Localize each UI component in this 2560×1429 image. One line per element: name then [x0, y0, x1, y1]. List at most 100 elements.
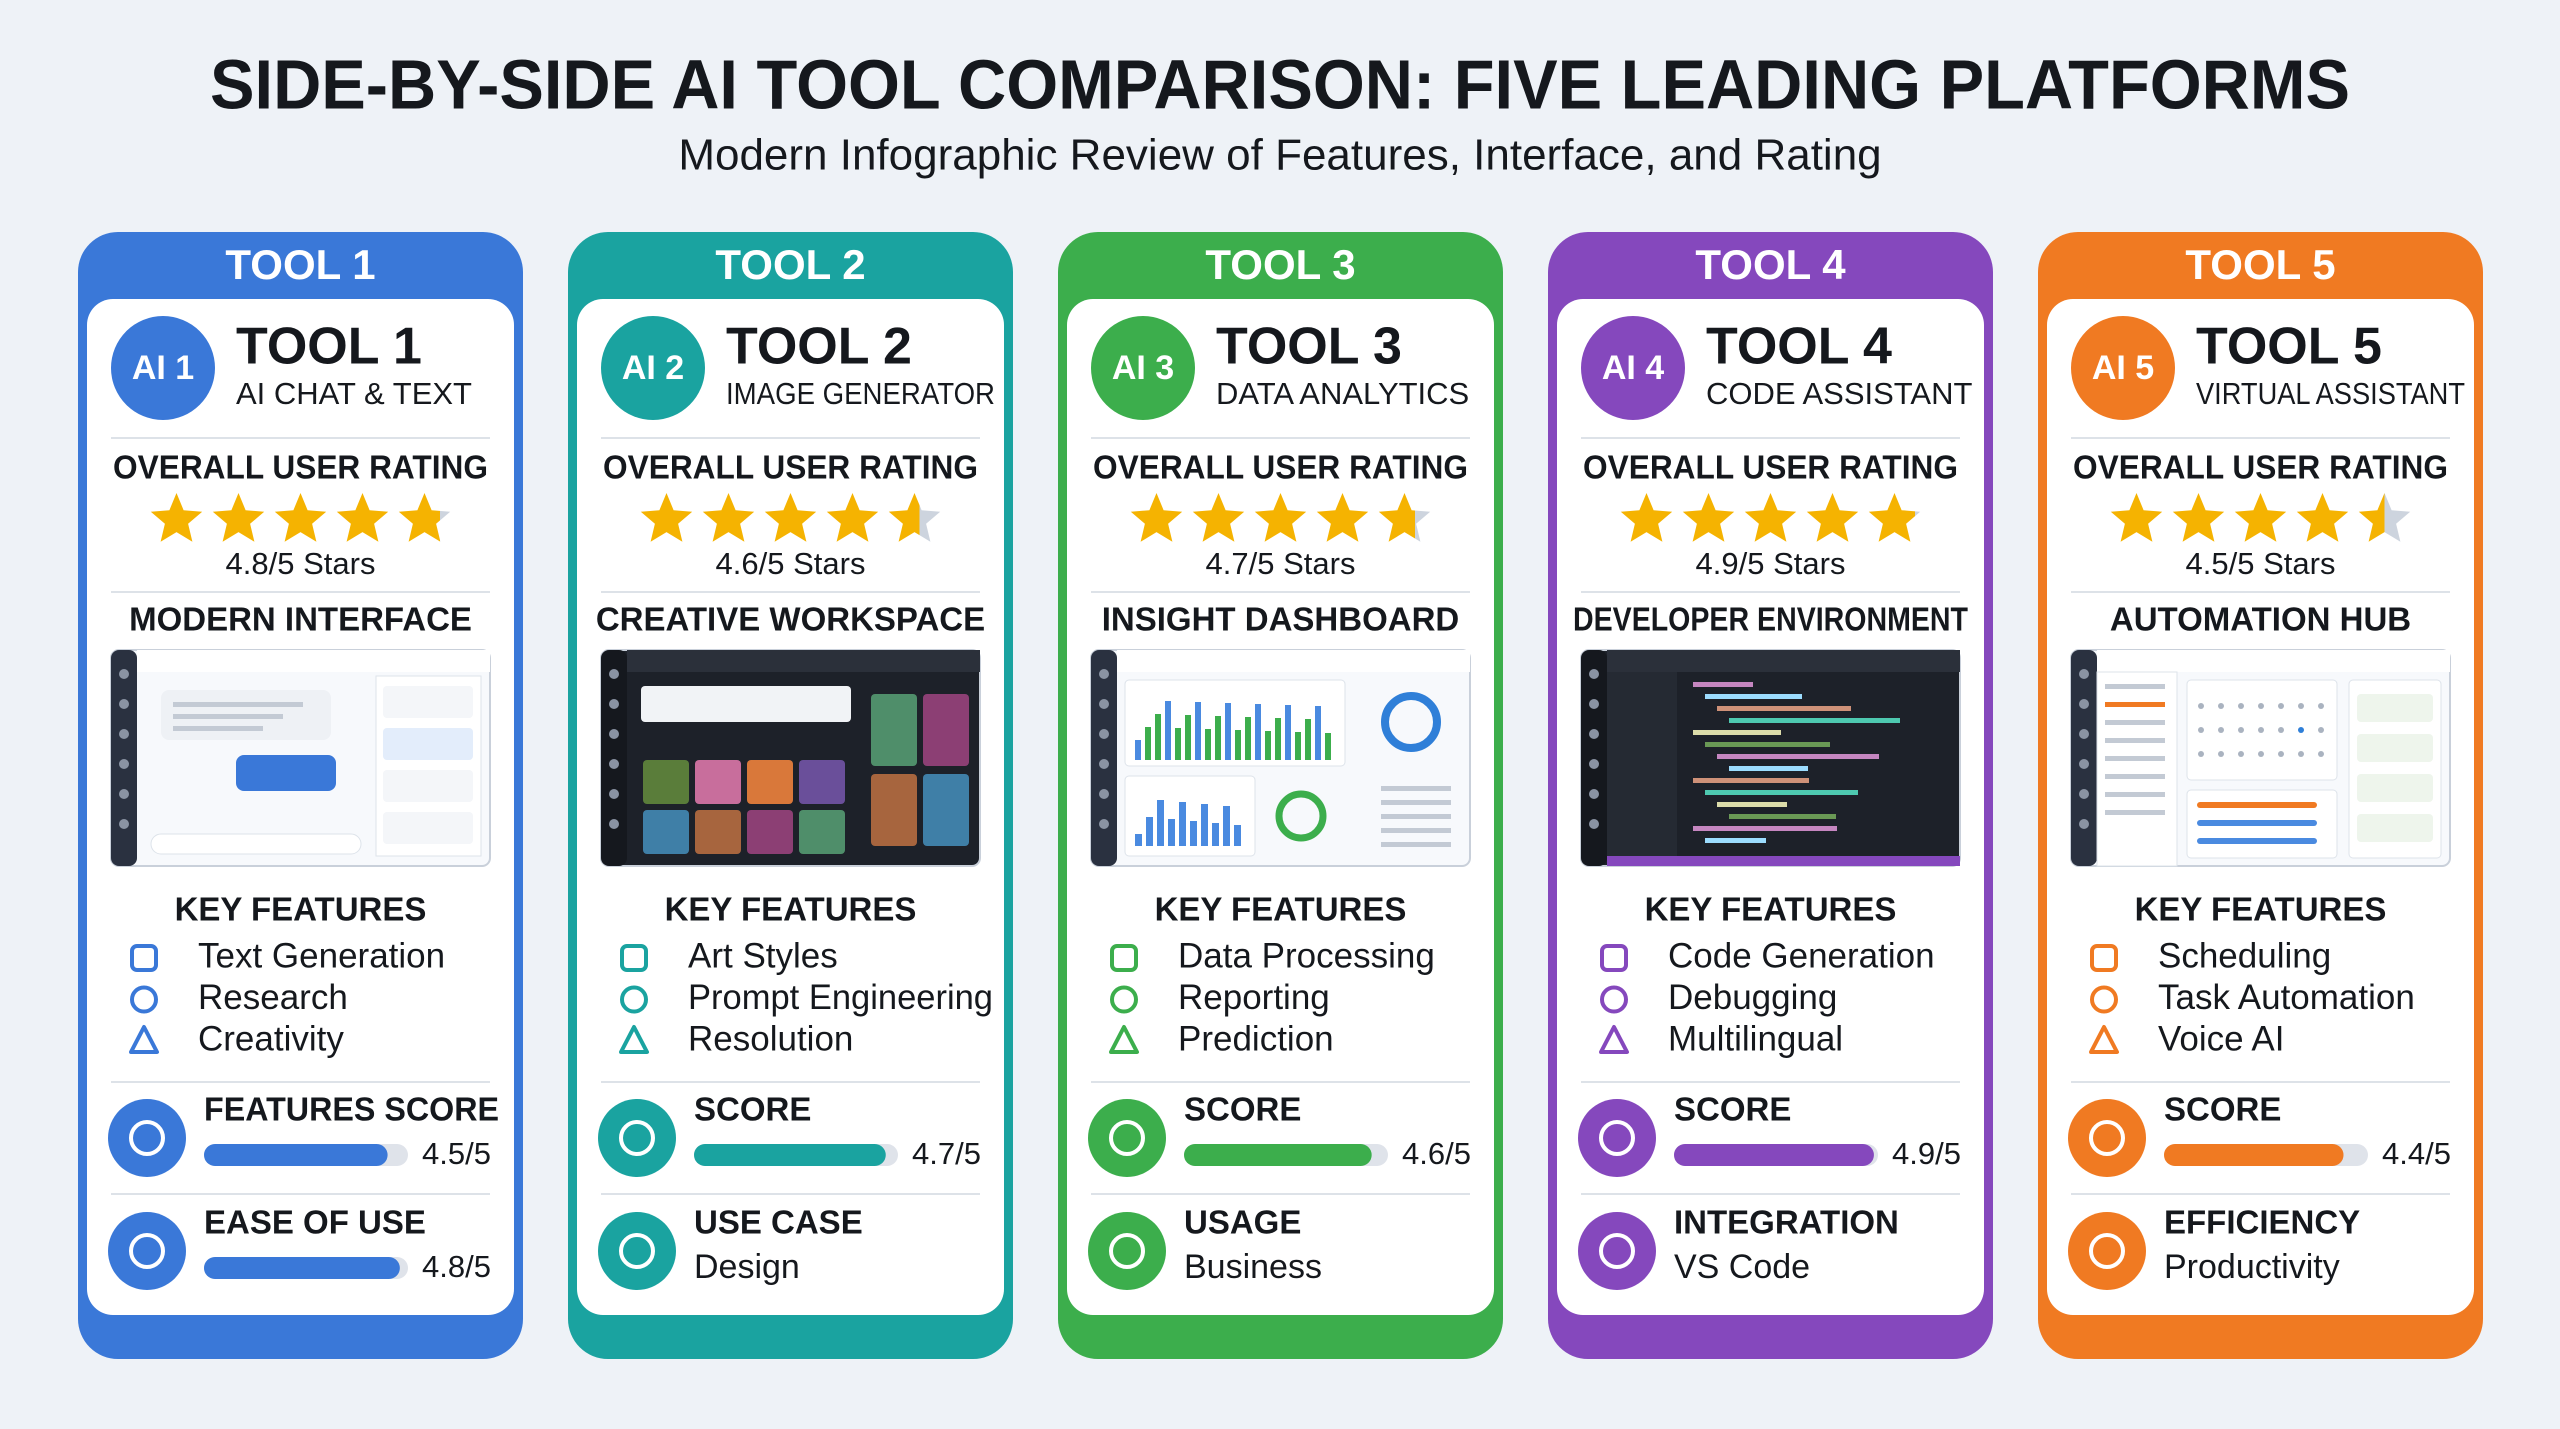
preview-line	[2105, 774, 2165, 779]
preview-code-line	[1705, 838, 1766, 843]
preview-sidebar-icon	[119, 789, 129, 799]
preview-thumb	[799, 760, 845, 804]
rating-star	[150, 493, 203, 542]
preview-bar	[1275, 718, 1281, 760]
rating-heading: OVERALL USER RATING	[603, 449, 978, 486]
metric-icon-bg	[108, 1212, 186, 1290]
rating-star	[764, 493, 817, 542]
score-bar	[694, 1144, 886, 1166]
preview-sidebar-icon	[119, 729, 129, 739]
preview-code-line	[1729, 814, 1836, 819]
preview-line	[1381, 786, 1451, 791]
rating-star	[1868, 493, 1921, 542]
preview-input	[641, 686, 851, 722]
metric-icon	[1109, 1120, 1145, 1156]
preview-bar	[1245, 717, 1251, 760]
score-value: 4.8/5	[422, 1249, 491, 1284]
rating-label: 4.7/5 Stars	[1206, 546, 1356, 581]
card-tab: TOOL 2	[715, 241, 865, 288]
preview-bar	[1315, 706, 1321, 760]
feature-text: Prompt Engineering	[688, 978, 993, 1017]
preview-bar	[1305, 719, 1311, 760]
preview-line	[2105, 702, 2165, 707]
preview-code-line	[1693, 778, 1809, 783]
preview-thumb	[923, 774, 969, 846]
preview-sidebar-icon	[2079, 729, 2089, 739]
preview-sidebar-icon	[1589, 729, 1599, 739]
preview-sidebar-icon	[119, 819, 129, 829]
preview-bar	[1205, 729, 1211, 760]
preview-bar	[1165, 701, 1171, 760]
score-bar	[1674, 1144, 1874, 1166]
feature-text: Debugging	[1668, 978, 1837, 1017]
preview-bar	[1255, 704, 1261, 760]
card-tab: TOOL 4	[1695, 241, 1846, 288]
badge	[111, 316, 215, 420]
preview-thumb	[799, 810, 845, 854]
metric-label: EFFICIENCY	[2164, 1204, 2360, 1241]
preview-sidebar-icon	[2079, 759, 2089, 769]
tool-name: TOOL 2	[726, 318, 912, 376]
rating-star	[1130, 493, 1183, 542]
preview-day	[2298, 703, 2304, 709]
feature-text: Scheduling	[2158, 936, 2331, 975]
preview-topbar	[627, 650, 980, 672]
features-heading: KEY FEATURES	[665, 891, 917, 928]
preview-day	[2258, 727, 2264, 733]
preview-topbar	[1117, 650, 1470, 672]
rating-star	[1192, 493, 1245, 542]
tool-subtitle: DATA ANALYTICS	[1216, 376, 1469, 411]
preview-sidebar-icon	[1589, 699, 1599, 709]
metric-icon	[2089, 1233, 2125, 1269]
rating-heading: OVERALL USER RATING	[1583, 449, 1958, 486]
preview-heading: DEVELOPER ENVIRONMENT	[1573, 601, 1968, 638]
feature-icon	[129, 1025, 159, 1054]
metric-icon-bg	[1578, 1099, 1656, 1177]
score-value: 4.7/5	[912, 1136, 981, 1171]
tool-name: TOOL 5	[2196, 318, 2382, 376]
rating-star	[1806, 493, 1859, 542]
preview-line	[1381, 800, 1451, 805]
preview-list-item	[383, 686, 473, 718]
preview-list-item	[383, 728, 473, 760]
preview-heading: MODERN INTERFACE	[129, 601, 472, 638]
badge	[1581, 316, 1685, 420]
preview-sidebar	[1091, 650, 1117, 866]
rating-star	[2234, 493, 2287, 542]
preview-day	[2238, 751, 2244, 757]
metric-icon-bg	[108, 1099, 186, 1177]
score-value: 4.6/5	[1402, 1136, 1471, 1171]
metric-icon	[1599, 1120, 1635, 1156]
feature-text: Voice AI	[2158, 1019, 2284, 1058]
feature-text: Data Processing	[1178, 936, 1435, 975]
tool-name: TOOL 4	[1706, 318, 1892, 376]
preview-day	[2218, 751, 2224, 757]
tool-subtitle: AI CHAT & TEXT	[236, 376, 472, 411]
score-value: 4.9/5	[1892, 1136, 1961, 1171]
preview-sidebar-icon	[1589, 759, 1599, 769]
preview-bar	[1179, 802, 1186, 846]
preview-progress	[2197, 838, 2317, 844]
metric-icon-bg	[2068, 1212, 2146, 1290]
preview-bar	[1285, 705, 1291, 760]
preview-day	[2218, 703, 2224, 709]
preview-bar	[1325, 733, 1331, 760]
feature-text: Research	[198, 978, 348, 1017]
preview-sidebar-icon	[609, 819, 619, 829]
preview-bar	[1135, 740, 1141, 760]
score-bar	[2164, 1144, 2344, 1166]
metric-label: USAGE	[1184, 1204, 1301, 1241]
preview-sidebar	[111, 650, 137, 866]
preview-code-line	[1693, 730, 1781, 735]
metric-label: EASE OF USE	[204, 1204, 426, 1241]
metric-icon	[619, 1120, 655, 1156]
preview-thumb	[747, 810, 793, 854]
card-tab: TOOL 1	[225, 241, 375, 288]
preview-day	[2278, 727, 2284, 733]
tool-subtitle: IMAGE GENERATOR	[726, 376, 995, 411]
page-title: SIDE-BY-SIDE AI TOOL COMPARISON: FIVE LE…	[210, 45, 2350, 123]
preview-line	[173, 726, 263, 731]
badge-text: AI 2	[622, 349, 684, 387]
feature-icon	[2089, 1025, 2119, 1054]
